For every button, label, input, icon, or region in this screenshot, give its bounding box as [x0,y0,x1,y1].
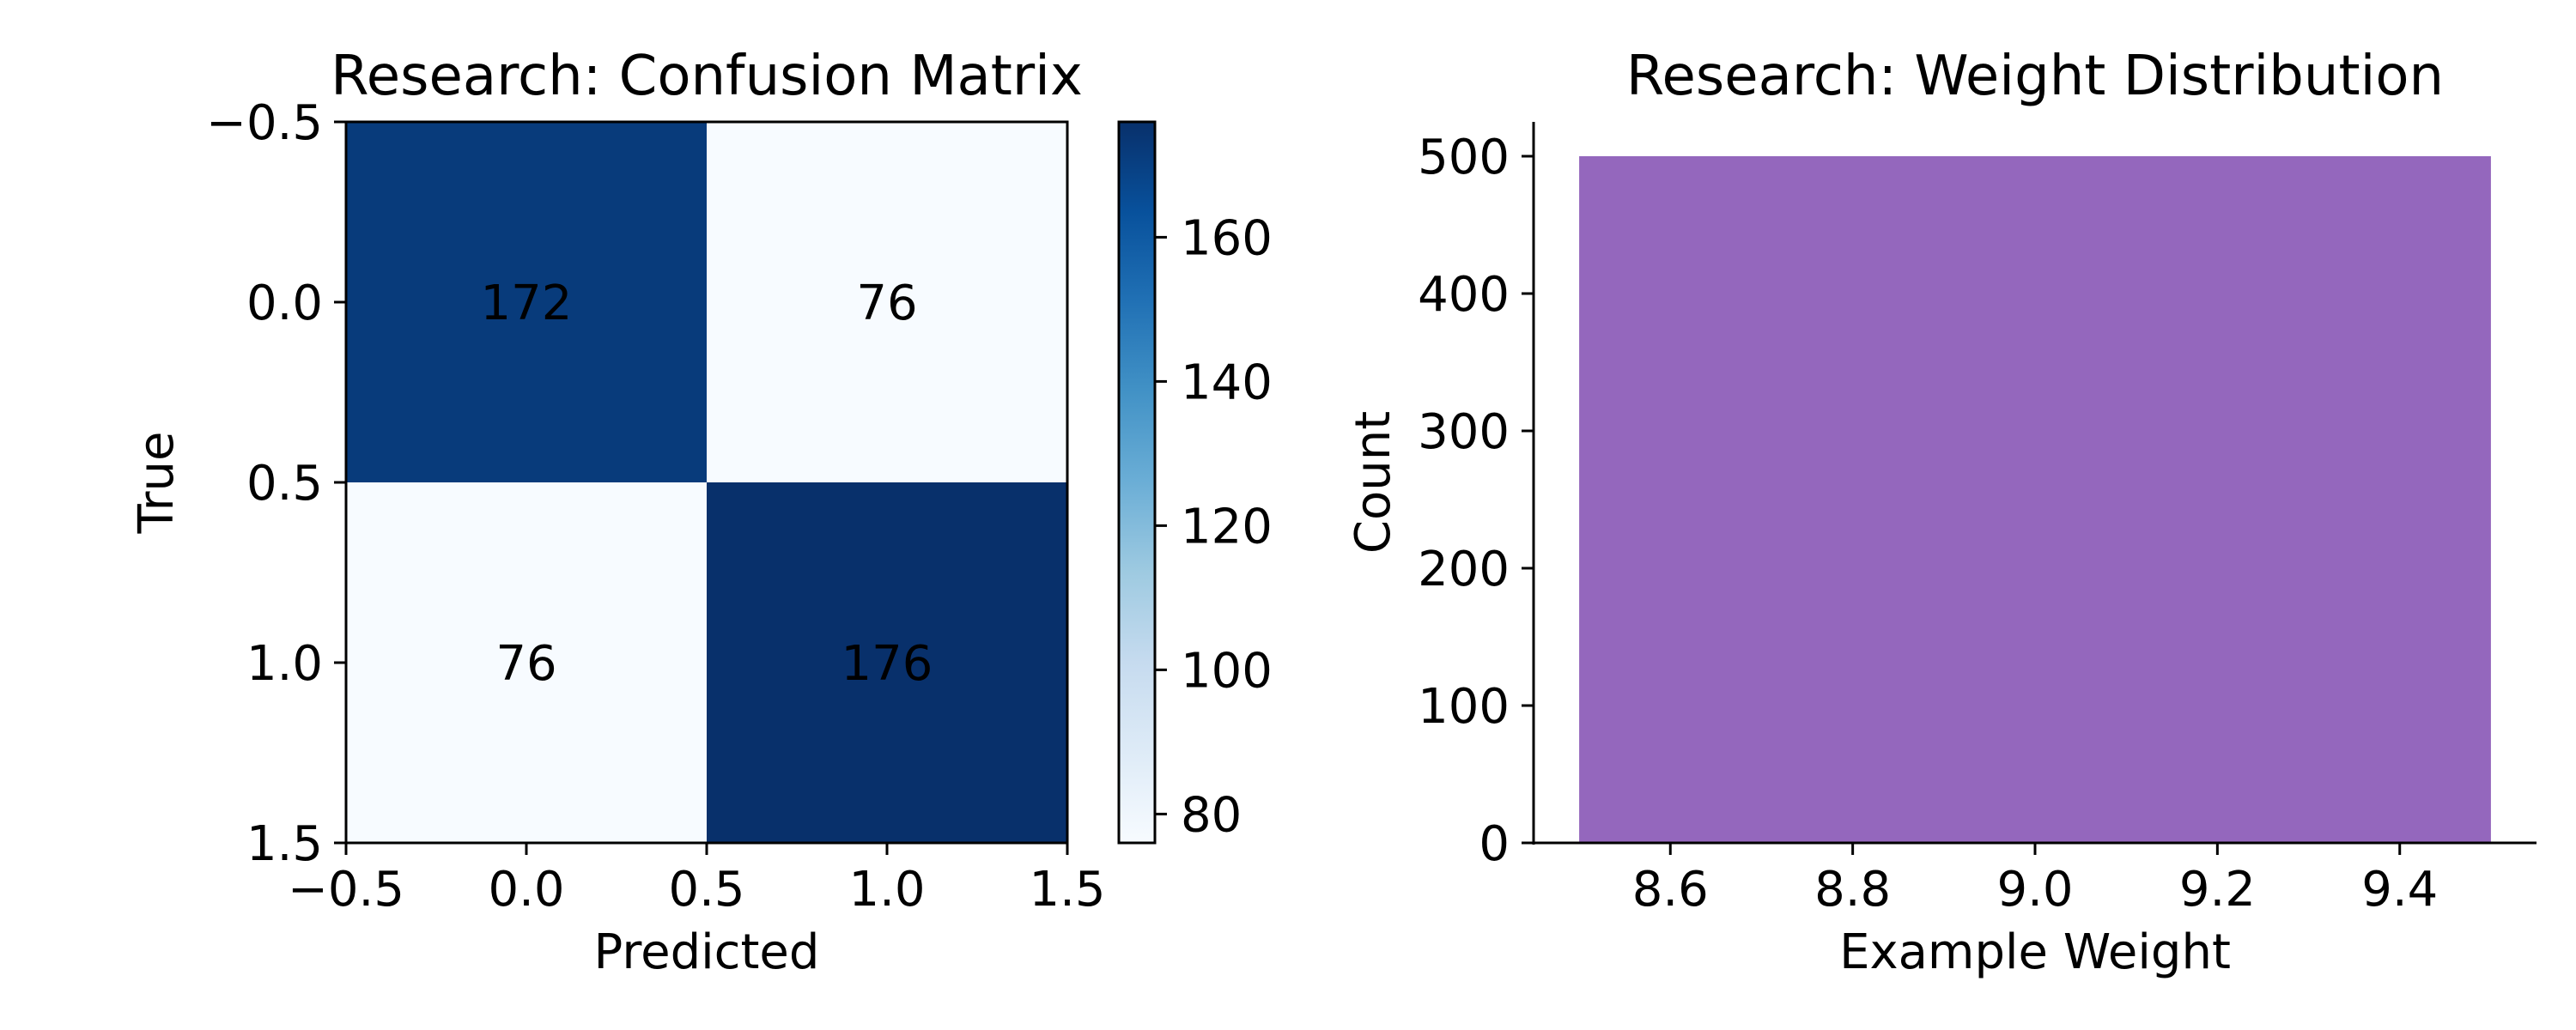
cm-y-tick-label: 0.0 [246,276,323,331]
cm-cell-label: 172 [481,276,573,331]
colorbar-ticks: 80 100 120 140 160 [1155,210,1273,843]
cm-x-tick-label: −0.5 [288,862,404,918]
hist-xlabel: Example Weight [1839,924,2231,980]
hist-y-tick-label: 0 [1479,816,1510,872]
hist-ylabel: Count [1346,411,1401,554]
cm-cell-label: 176 [841,636,933,692]
hist-x-tick-label: 9.4 [2361,862,2438,918]
cm-cells [346,122,1067,843]
weight-histogram-panel: Research: Weight Distribution 8.6 8.8 9.0 9… [1346,45,2537,980]
hist-x-tick-label: 9.2 [2179,862,2256,918]
confusion-matrix-panel: Research: Confusion Matrix 172 76 76 176 −0… [129,45,1106,980]
cm-x-tick-label: 0.5 [668,862,744,918]
cm-cell-label: 76 [856,276,917,331]
cm-cell [346,122,707,482]
cm-cell-labels: 172 76 76 176 [481,276,933,692]
cm-y-tick-label: 0.5 [246,456,323,512]
cm-cell [707,122,1067,482]
cm-y-tick-label: −0.5 [206,95,323,151]
cm-ylabel: True [129,432,185,535]
cm-x-ticks: −0.5 0.0 0.5 1.0 1.5 [288,843,1106,918]
cm-cell [707,482,1067,843]
cm-cell [346,482,707,843]
cm-title: Research: Confusion Matrix [331,45,1083,108]
hist-y-tick-label: 500 [1418,130,1510,185]
cm-x-tick-label: 1.5 [1029,862,1105,918]
cm-cell-label: 76 [495,636,556,692]
hist-x-ticks: 8.6 8.8 9.0 9.2 9.4 [1632,843,2438,918]
colorbar-tick-label: 120 [1181,499,1273,554]
hist-y-tick-label: 400 [1418,267,1510,323]
hist-y-tick-label: 200 [1418,542,1510,597]
colorbar-tick-label: 140 [1181,354,1273,410]
colorbar-gradient [1117,120,1157,845]
colorbar: 80 100 120 140 160 [1117,120,1273,845]
hist-y-tick-label: 300 [1418,404,1510,460]
hist-bars [1579,156,2491,843]
colorbar-tick-label: 80 [1181,787,1242,843]
hist-x-tick-label: 8.6 [1632,862,1709,918]
hist-bar [1579,156,2491,843]
hist-x-tick-label: 8.8 [1814,862,1891,918]
colorbar-tick-label: 160 [1181,210,1273,266]
hist-x-tick-label: 9.0 [1996,862,2073,918]
cm-x-tick-label: 1.0 [848,862,925,918]
colorbar-tick-label: 100 [1181,643,1273,699]
cm-x-tick-label: 0.0 [488,862,564,918]
hist-title: Research: Weight Distribution [1626,45,2444,108]
cm-y-tick-label: 1.5 [246,816,323,872]
cm-y-tick-label: 1.0 [246,636,323,692]
cm-xlabel: Predicted [594,924,820,980]
hist-y-tick-label: 100 [1418,679,1510,735]
hist-y-ticks: 0 100 200 300 400 500 [1418,130,1534,872]
cm-y-ticks: −0.5 0.0 0.5 1.0 1.5 [206,95,346,872]
